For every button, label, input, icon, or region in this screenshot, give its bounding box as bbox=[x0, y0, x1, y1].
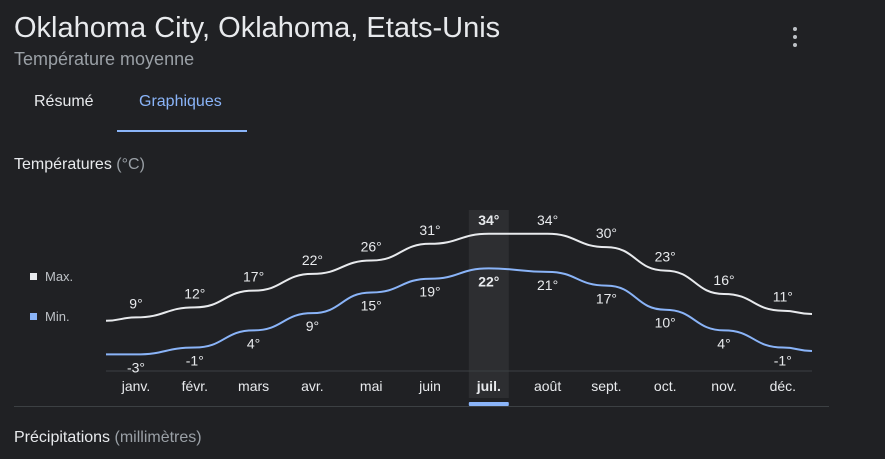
max-label-9: 30° bbox=[596, 225, 617, 241]
precipitation-label: Précipitations bbox=[14, 429, 111, 446]
tab-resume[interactable]: Résumé bbox=[34, 93, 94, 110]
month-label-12: déc. bbox=[770, 378, 796, 394]
month-label-1: janv. bbox=[121, 378, 151, 394]
month-label-3: mars bbox=[238, 378, 269, 394]
min-label-8: 21° bbox=[537, 277, 558, 293]
max-label-12: 11° bbox=[773, 289, 793, 305]
legend-max: Max. bbox=[30, 269, 73, 284]
legend-max-label: Max. bbox=[45, 269, 74, 284]
max-label-6: 31° bbox=[419, 222, 440, 238]
month-label-11: nov. bbox=[711, 378, 736, 394]
legend-min-label: Min. bbox=[45, 309, 70, 324]
more-options-icon[interactable] bbox=[780, 22, 810, 52]
min-label-5: 15° bbox=[361, 298, 382, 314]
max-temperature-line bbox=[105, 232, 813, 322]
max-label-4: 22° bbox=[302, 252, 323, 268]
temperatures-label: Températures bbox=[14, 156, 112, 173]
max-label-8: 34° bbox=[537, 212, 558, 228]
page-subtitle: Température moyenne bbox=[14, 49, 195, 69]
precipitation-unit: (millimètres) bbox=[114, 429, 202, 446]
page-title: Oklahoma City, Oklahoma, Etats-Unis bbox=[14, 12, 501, 44]
month-label-9: sept. bbox=[591, 378, 621, 394]
selected-month-column bbox=[468, 210, 509, 398]
max-label-2: 12° bbox=[184, 285, 205, 301]
legend-min: Min. bbox=[30, 309, 70, 324]
min-label-12: -1° bbox=[774, 353, 792, 369]
month-label-4: avr. bbox=[301, 378, 324, 394]
month-label-7: juil. bbox=[476, 378, 501, 394]
min-label-7: 22° bbox=[478, 273, 499, 289]
precipitation-heading: Précipitations (millimètres) bbox=[14, 429, 202, 447]
month-label-5: mai bbox=[360, 378, 383, 394]
max-label-3: 17° bbox=[243, 269, 264, 285]
max-label-5: 26° bbox=[361, 239, 382, 255]
month-label-2: févr. bbox=[182, 378, 208, 394]
max-label-11: 16° bbox=[713, 272, 734, 288]
month-label-10: oct. bbox=[654, 378, 677, 394]
max-label-10: 23° bbox=[655, 249, 676, 265]
min-label-1: -3° bbox=[127, 359, 145, 375]
max-label-7: 34° bbox=[478, 212, 499, 228]
temperatures-unit: (°C) bbox=[116, 156, 145, 173]
legend-max-swatch bbox=[30, 273, 37, 280]
month-label-6: juin bbox=[418, 378, 441, 394]
temperatures-heading: Températures (°C) bbox=[14, 156, 145, 174]
min-label-9: 17° bbox=[596, 291, 617, 307]
legend-min-swatch bbox=[30, 313, 37, 320]
min-label-3: 4° bbox=[247, 335, 260, 351]
section-divider bbox=[14, 406, 829, 407]
selected-month-indicator bbox=[468, 402, 509, 406]
min-label-4: 9° bbox=[306, 318, 319, 334]
min-temperature-line bbox=[106, 267, 813, 356]
min-label-6: 19° bbox=[419, 284, 440, 300]
month-label-8: août bbox=[534, 378, 561, 394]
tab-graphiques[interactable]: Graphiques bbox=[139, 93, 222, 110]
active-tab-indicator bbox=[117, 130, 247, 132]
max-label-1: 9° bbox=[129, 295, 142, 311]
min-label-10: 10° bbox=[655, 315, 676, 331]
min-label-2: -1° bbox=[186, 353, 204, 369]
min-label-11: 4° bbox=[717, 335, 730, 351]
